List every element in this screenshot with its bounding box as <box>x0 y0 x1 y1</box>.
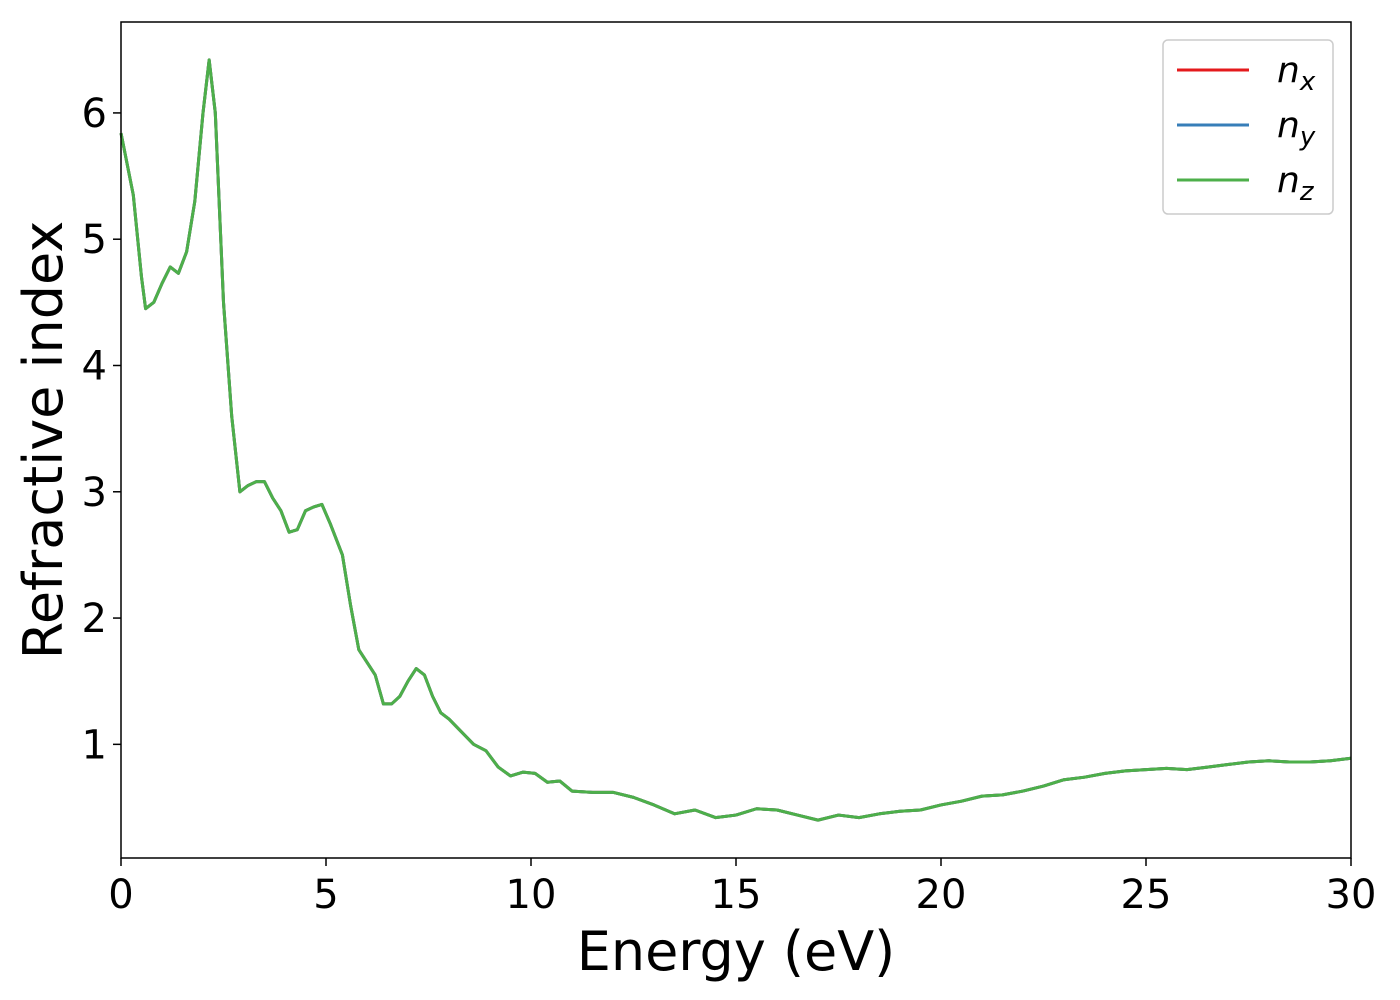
x-tick-label: 10 <box>506 872 557 918</box>
x-tick-label: 0 <box>108 872 133 918</box>
series-line <box>119 58 1352 822</box>
x-tick-label: 15 <box>711 872 762 918</box>
y-tick-label: 5 <box>82 217 107 263</box>
y-tick-label: 6 <box>82 91 107 137</box>
legend-label: ny <box>1277 105 1316 152</box>
y-tick-label: 4 <box>82 343 107 389</box>
x-axis-label: Energy (eV) <box>577 920 896 983</box>
x-tick-label: 20 <box>916 872 967 918</box>
y-tick-label: 1 <box>82 722 107 768</box>
x-tick-label: 25 <box>1121 872 1172 918</box>
y-tick-label: 3 <box>82 470 107 516</box>
x-tick-label: 5 <box>313 872 338 918</box>
x-tick-label: 30 <box>1326 872 1377 918</box>
y-axis-label: Refractive index <box>12 221 75 660</box>
legend-label: nx <box>1277 50 1316 97</box>
y-tick-label: 2 <box>82 596 107 642</box>
legend-box <box>1162 39 1334 215</box>
legend-label: nz <box>1277 160 1315 207</box>
plot-frame <box>120 21 1352 859</box>
